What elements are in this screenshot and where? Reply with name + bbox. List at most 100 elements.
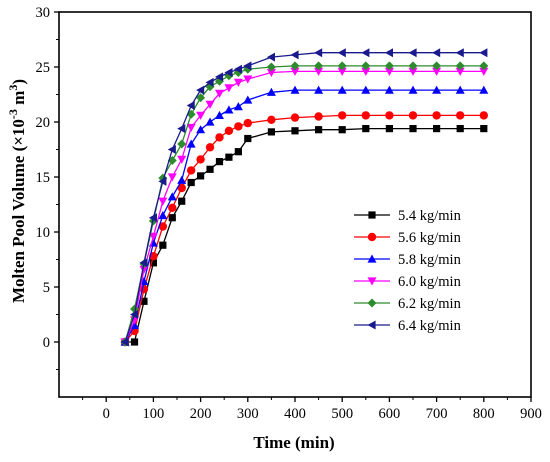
data-point [479, 48, 488, 58]
data-point [384, 61, 394, 71]
data-point [362, 125, 370, 133]
data-point [314, 48, 323, 58]
data-point [215, 158, 224, 166]
data-point [186, 101, 195, 110]
legend-item: 6.4 kg/min [354, 318, 462, 334]
y-tick-label: 20 [36, 115, 51, 131]
legend-label: 6.0 kg/min [398, 274, 462, 290]
legend-label: 5.4 kg/min [398, 208, 462, 224]
data-point [290, 61, 300, 71]
legend-item: 6.0 kg/min [354, 274, 462, 290]
y-tick-label: 30 [36, 5, 51, 21]
data-point [139, 265, 149, 274]
y-axis-title-exp: -3 [6, 109, 20, 119]
data-point [130, 338, 139, 346]
x-tick-label: 700 [426, 406, 448, 422]
data-point [384, 85, 394, 94]
data-point [205, 143, 215, 152]
data-point [167, 145, 176, 154]
x-tick-label: 400 [284, 406, 306, 422]
series-layer [120, 48, 489, 347]
data-point [290, 50, 299, 60]
data-point [148, 232, 158, 241]
data-point [224, 68, 233, 77]
data-point [214, 110, 224, 119]
data-point [225, 153, 233, 161]
data-point [361, 111, 370, 120]
series-line [124, 70, 484, 343]
data-point [187, 178, 195, 187]
data-point [130, 321, 140, 330]
data-point [432, 48, 441, 58]
legend-item: 6.2 kg/min [354, 296, 462, 312]
legend: 5.4 kg/min 5.6 kg/min 5.8 kg/min 6.0 kg/min… [354, 208, 462, 334]
data-point [480, 125, 488, 133]
data-point [186, 166, 196, 175]
data-point [408, 61, 418, 71]
data-point [455, 48, 464, 58]
data-point [266, 87, 276, 96]
data-point [233, 102, 243, 111]
data-point [140, 297, 148, 305]
data-point [314, 112, 323, 121]
data-point [361, 85, 371, 94]
data-point [196, 111, 206, 120]
data-point [243, 75, 253, 84]
y-tick-label: 15 [36, 170, 51, 186]
legend-marker [367, 254, 377, 263]
legend-marker [367, 298, 377, 308]
data-point [196, 155, 205, 164]
data-point [159, 241, 167, 249]
series-6 [120, 48, 488, 347]
series-line [124, 52, 484, 343]
data-point [158, 222, 168, 231]
x-tick-label: 500 [331, 406, 353, 422]
data-point [290, 67, 300, 76]
data-point [409, 125, 417, 133]
data-point [186, 139, 196, 148]
data-point [361, 61, 371, 71]
data-point [196, 93, 206, 103]
data-point [455, 61, 465, 71]
series-3 [120, 85, 489, 346]
data-point [479, 111, 488, 120]
x-tick-label: 600 [379, 406, 401, 422]
data-point [267, 128, 275, 136]
data-point [205, 77, 214, 87]
legend-label: 6.4 kg/min [398, 318, 462, 334]
data-point [120, 337, 129, 347]
data-point [337, 85, 347, 94]
data-point [361, 48, 370, 58]
data-point [408, 67, 418, 76]
data-point [168, 214, 176, 222]
series-4 [120, 67, 489, 347]
data-point [139, 258, 148, 268]
data-point [243, 118, 252, 128]
data-point [479, 61, 489, 71]
data-point [266, 62, 276, 72]
data-point [455, 85, 465, 94]
data-point [314, 85, 324, 94]
series-line [124, 89, 484, 343]
data-point [148, 213, 157, 223]
data-point [384, 48, 393, 58]
data-point [408, 85, 418, 94]
data-point [314, 61, 324, 71]
y-tick-label: 25 [36, 60, 51, 76]
data-point [234, 148, 242, 156]
x-tick-label: 900 [520, 406, 542, 422]
legend-item: 5.6 kg/min [354, 230, 462, 246]
data-point [337, 67, 347, 76]
data-point [149, 259, 157, 267]
data-point [167, 173, 177, 182]
data-point [158, 211, 168, 220]
data-point [214, 72, 224, 82]
x-tick-label: 0 [103, 406, 110, 422]
data-point [267, 115, 276, 125]
legend-marker [368, 211, 376, 219]
data-point [384, 67, 394, 76]
data-point [177, 139, 187, 149]
data-point [196, 125, 206, 134]
data-point [433, 125, 441, 133]
